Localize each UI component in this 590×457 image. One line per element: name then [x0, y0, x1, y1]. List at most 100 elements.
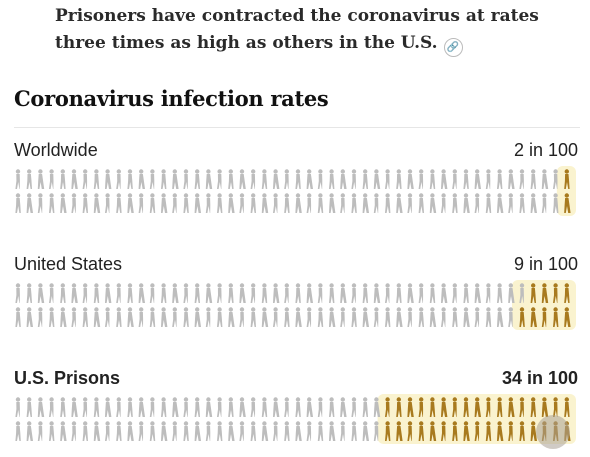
person-icon	[351, 397, 357, 417]
person-icon	[508, 283, 515, 303]
row-label: Worldwide	[14, 140, 98, 160]
person-icon	[116, 193, 122, 213]
infected-person-icon	[485, 421, 492, 441]
person-icon	[519, 169, 525, 189]
person-icon	[239, 193, 245, 213]
zoom-button[interactable]	[536, 415, 570, 449]
person-icon	[37, 397, 45, 417]
person-icon	[306, 307, 312, 327]
person-icon	[373, 169, 381, 189]
person-icon	[217, 307, 223, 327]
person-icon	[205, 283, 213, 303]
person-icon	[396, 169, 402, 189]
person-icon	[497, 307, 504, 327]
person-icon	[161, 421, 168, 441]
person-icon	[37, 283, 45, 303]
person-icon	[172, 283, 179, 303]
person-icon	[530, 193, 537, 213]
person-icon	[138, 421, 144, 441]
person-icon	[463, 283, 469, 303]
infected-person-icon	[396, 397, 402, 417]
person-icon	[239, 307, 245, 327]
person-icon	[239, 397, 246, 417]
person-icon	[284, 421, 290, 441]
person-icon	[194, 397, 200, 417]
person-icon	[205, 397, 213, 417]
person-icon	[239, 169, 246, 189]
infected-person-icon	[407, 421, 413, 441]
person-icon	[116, 421, 122, 441]
person-icon	[60, 307, 67, 327]
person-icon	[373, 283, 381, 303]
person-icon	[93, 397, 100, 417]
person-icon	[105, 421, 110, 441]
person-icon	[396, 193, 403, 213]
article-headline: Prisoners have contracted the coronaviru…	[55, 3, 555, 57]
infected-person-icon	[519, 397, 525, 417]
person-icon	[71, 397, 78, 417]
infected-person-icon	[385, 397, 390, 417]
person-icon	[351, 283, 357, 303]
person-icon	[116, 307, 122, 327]
person-icon	[340, 169, 347, 189]
infected-person-icon	[429, 421, 437, 441]
person-icon	[172, 421, 177, 441]
person-icon	[474, 193, 480, 213]
person-icon	[105, 397, 112, 417]
infected-person-icon	[497, 397, 503, 417]
infected-person-icon	[385, 421, 391, 441]
link-icon[interactable]: 🔗	[443, 38, 463, 57]
person-icon	[317, 283, 323, 303]
person-icon	[183, 169, 189, 189]
person-icon	[295, 283, 301, 303]
infected-person-icon	[508, 397, 515, 417]
person-icon	[60, 283, 66, 303]
person-icon	[161, 283, 167, 303]
person-icon	[82, 169, 88, 189]
person-icon	[149, 307, 156, 327]
person-icon	[340, 421, 345, 441]
person-icon	[138, 307, 144, 327]
person-icon	[239, 421, 245, 441]
person-icon	[205, 421, 211, 441]
person-icon	[407, 307, 413, 327]
person-icon	[273, 421, 278, 441]
person-icon	[250, 421, 256, 441]
person-icon	[373, 397, 381, 417]
person-icon	[530, 169, 536, 189]
person-icon	[105, 283, 112, 303]
person-icon	[149, 421, 156, 441]
infected-person-icon	[429, 397, 436, 417]
infected-person-icon	[441, 421, 446, 441]
person-icon	[396, 283, 402, 303]
person-icon	[60, 397, 66, 417]
person-icon	[26, 283, 32, 303]
infected-person-icon	[530, 283, 536, 303]
person-icon	[295, 193, 302, 213]
person-icon	[474, 283, 481, 303]
person-icon	[295, 421, 302, 441]
person-icon	[362, 283, 368, 303]
person-icon	[474, 307, 480, 327]
person-icon	[362, 193, 369, 213]
person-icon	[49, 283, 54, 303]
person-icon	[82, 397, 88, 417]
person-icon	[15, 397, 21, 417]
person-icon	[553, 169, 558, 189]
person-icon	[340, 397, 347, 417]
person-icon	[329, 169, 335, 189]
chart-title: Coronavirus infection rates	[14, 86, 329, 111]
person-icon	[485, 283, 491, 303]
infected-person-icon	[474, 421, 480, 441]
person-icon	[116, 397, 122, 417]
infected-person-icon	[441, 397, 448, 417]
person-icon	[541, 169, 549, 189]
person-icon	[497, 283, 503, 303]
person-icon	[60, 169, 66, 189]
person-icon	[172, 397, 179, 417]
person-icon	[317, 421, 324, 441]
person-icon	[485, 169, 491, 189]
person-icon	[82, 307, 88, 327]
person-icon	[250, 283, 256, 303]
person-icon	[508, 169, 515, 189]
